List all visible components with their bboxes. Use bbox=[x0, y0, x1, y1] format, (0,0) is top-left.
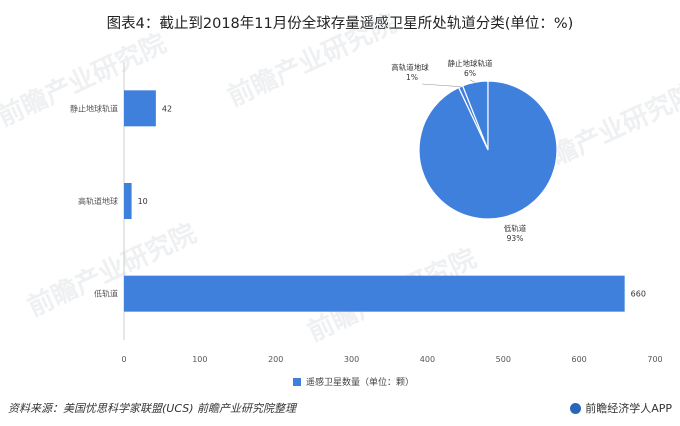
category-label: 低轨道 bbox=[94, 289, 118, 299]
pie-leader-line bbox=[469, 79, 476, 83]
source-note: 资料来源：美国忧思科学家联盟(UCS) 前瞻产业研究院整理 bbox=[8, 402, 296, 415]
x-tick-label: 400 bbox=[420, 355, 435, 364]
x-tick-label: 200 bbox=[268, 355, 283, 364]
pie-label: 静止地球轨道 bbox=[448, 58, 493, 68]
x-tick-label: 300 bbox=[344, 355, 359, 364]
pie-slice-2 bbox=[418, 80, 558, 220]
data-label: 10 bbox=[138, 197, 148, 206]
pie-value-label: 1% bbox=[406, 73, 418, 82]
brand-logo-icon bbox=[570, 402, 582, 414]
pie-value-label: 6% bbox=[464, 69, 476, 78]
data-label: 42 bbox=[162, 104, 172, 113]
legend: 遥感卫星数量（单位：颗） bbox=[293, 375, 414, 388]
category-label: 高轨道地球 bbox=[78, 196, 118, 206]
x-tick-label: 600 bbox=[572, 355, 587, 364]
pie-leader-line bbox=[421, 83, 461, 87]
bar-chart: 静止地球轨道 42 高轨道地球 10 低轨道 660 0 100 200 300 400 500 600… bbox=[70, 62, 663, 364]
brand: 前瞻经济学人APP bbox=[570, 400, 672, 416]
category-label: 静止地球轨道 bbox=[70, 103, 118, 113]
legend-label: 遥感卫星数量（单位：颗） bbox=[306, 378, 415, 388]
pie-value-label: 93% bbox=[507, 234, 524, 243]
pie-label: 低轨道 bbox=[504, 223, 527, 233]
x-tick-label: 500 bbox=[496, 355, 511, 364]
data-label: 660 bbox=[631, 290, 646, 299]
chart-title: 图表4：截止到2018年11月份全球存量遥感卫星所处轨道分类(单位：%) bbox=[106, 16, 574, 32]
brand-label: 前瞻经济学人APP bbox=[585, 402, 672, 415]
x-tick-label: 100 bbox=[192, 355, 207, 364]
bar-0 bbox=[124, 90, 156, 127]
x-tick-label: 0 bbox=[121, 355, 126, 364]
legend-swatch bbox=[293, 377, 301, 386]
bar-2 bbox=[124, 275, 625, 312]
x-tick-label: 700 bbox=[647, 355, 662, 364]
pie-label: 高轨道地球 bbox=[391, 62, 429, 72]
bar-1 bbox=[124, 183, 132, 219]
